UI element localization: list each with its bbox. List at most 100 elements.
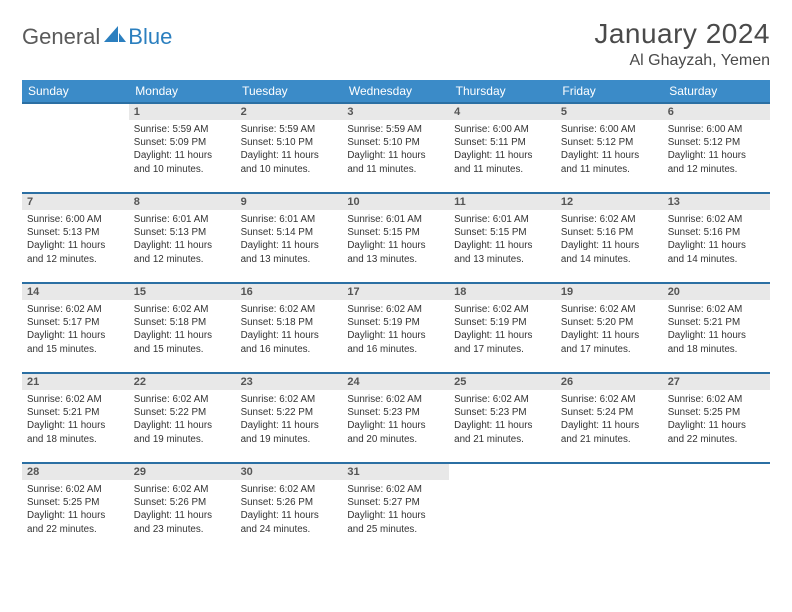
- day-cell: 28Sunrise: 6:02 AMSunset: 5:25 PMDayligh…: [22, 463, 129, 553]
- day-cell: 6Sunrise: 6:00 AMSunset: 5:12 PMDaylight…: [663, 103, 770, 193]
- day-details: Sunrise: 6:02 AMSunset: 5:26 PMDaylight:…: [129, 480, 236, 540]
- day-details: Sunrise: 6:02 AMSunset: 5:25 PMDaylight:…: [663, 390, 770, 450]
- day-details: Sunrise: 6:02 AMSunset: 5:21 PMDaylight:…: [663, 300, 770, 360]
- day-number: 23: [236, 374, 343, 390]
- day-cell: 4Sunrise: 6:00 AMSunset: 5:11 PMDaylight…: [449, 103, 556, 193]
- day-cell: 30Sunrise: 6:02 AMSunset: 5:26 PMDayligh…: [236, 463, 343, 553]
- day-details: Sunrise: 6:00 AMSunset: 5:13 PMDaylight:…: [22, 210, 129, 270]
- day-details: Sunrise: 6:02 AMSunset: 5:22 PMDaylight:…: [129, 390, 236, 450]
- calendar-body: 1Sunrise: 5:59 AMSunset: 5:09 PMDaylight…: [22, 103, 770, 553]
- day-details: Sunrise: 6:02 AMSunset: 5:20 PMDaylight:…: [556, 300, 663, 360]
- day-cell: 18Sunrise: 6:02 AMSunset: 5:19 PMDayligh…: [449, 283, 556, 373]
- week-row: 28Sunrise: 6:02 AMSunset: 5:25 PMDayligh…: [22, 463, 770, 553]
- day-details: Sunrise: 6:02 AMSunset: 5:22 PMDaylight:…: [236, 390, 343, 450]
- day-number: 28: [22, 464, 129, 480]
- day-cell: 17Sunrise: 6:02 AMSunset: 5:19 PMDayligh…: [342, 283, 449, 373]
- day-cell: 8Sunrise: 6:01 AMSunset: 5:13 PMDaylight…: [129, 193, 236, 283]
- day-cell: 3Sunrise: 5:59 AMSunset: 5:10 PMDaylight…: [342, 103, 449, 193]
- day-number: 29: [129, 464, 236, 480]
- day-cell: 2Sunrise: 5:59 AMSunset: 5:10 PMDaylight…: [236, 103, 343, 193]
- day-details: Sunrise: 6:02 AMSunset: 5:17 PMDaylight:…: [22, 300, 129, 360]
- weekday-header: Thursday: [449, 80, 556, 103]
- day-cell: 23Sunrise: 6:02 AMSunset: 5:22 PMDayligh…: [236, 373, 343, 463]
- day-details: Sunrise: 6:01 AMSunset: 5:15 PMDaylight:…: [449, 210, 556, 270]
- day-number: 2: [236, 104, 343, 120]
- day-cell: 25Sunrise: 6:02 AMSunset: 5:23 PMDayligh…: [449, 373, 556, 463]
- month-title: January 2024: [594, 18, 770, 50]
- weekday-header: Tuesday: [236, 80, 343, 103]
- day-details: Sunrise: 6:00 AMSunset: 5:11 PMDaylight:…: [449, 120, 556, 180]
- day-cell: [663, 463, 770, 553]
- day-number: 19: [556, 284, 663, 300]
- day-cell: 10Sunrise: 6:01 AMSunset: 5:15 PMDayligh…: [342, 193, 449, 283]
- day-cell: 12Sunrise: 6:02 AMSunset: 5:16 PMDayligh…: [556, 193, 663, 283]
- calendar-page: General Blue January 2024 Al Ghayzah, Ye…: [0, 0, 792, 563]
- day-number: 8: [129, 194, 236, 210]
- day-cell: [556, 463, 663, 553]
- day-details: Sunrise: 6:02 AMSunset: 5:16 PMDaylight:…: [663, 210, 770, 270]
- day-cell: 24Sunrise: 6:02 AMSunset: 5:23 PMDayligh…: [342, 373, 449, 463]
- day-number: 4: [449, 104, 556, 120]
- week-row: 14Sunrise: 6:02 AMSunset: 5:17 PMDayligh…: [22, 283, 770, 373]
- day-number: 3: [342, 104, 449, 120]
- day-details: Sunrise: 5:59 AMSunset: 5:10 PMDaylight:…: [342, 120, 449, 180]
- day-number: 27: [663, 374, 770, 390]
- day-cell: 27Sunrise: 6:02 AMSunset: 5:25 PMDayligh…: [663, 373, 770, 463]
- day-cell: 15Sunrise: 6:02 AMSunset: 5:18 PMDayligh…: [129, 283, 236, 373]
- day-number: 17: [342, 284, 449, 300]
- day-details: Sunrise: 6:02 AMSunset: 5:16 PMDaylight:…: [556, 210, 663, 270]
- day-cell: [449, 463, 556, 553]
- day-cell: 5Sunrise: 6:00 AMSunset: 5:12 PMDaylight…: [556, 103, 663, 193]
- logo-text-general: General: [22, 24, 100, 50]
- day-cell: 22Sunrise: 6:02 AMSunset: 5:22 PMDayligh…: [129, 373, 236, 463]
- day-number: 12: [556, 194, 663, 210]
- day-cell: 9Sunrise: 6:01 AMSunset: 5:14 PMDaylight…: [236, 193, 343, 283]
- day-cell: 14Sunrise: 6:02 AMSunset: 5:17 PMDayligh…: [22, 283, 129, 373]
- day-cell: [22, 103, 129, 193]
- week-row: 21Sunrise: 6:02 AMSunset: 5:21 PMDayligh…: [22, 373, 770, 463]
- day-cell: 16Sunrise: 6:02 AMSunset: 5:18 PMDayligh…: [236, 283, 343, 373]
- weekday-header-row: Sunday Monday Tuesday Wednesday Thursday…: [22, 80, 770, 103]
- location: Al Ghayzah, Yemen: [594, 52, 770, 70]
- day-details: Sunrise: 6:01 AMSunset: 5:15 PMDaylight:…: [342, 210, 449, 270]
- day-details: Sunrise: 6:02 AMSunset: 5:18 PMDaylight:…: [129, 300, 236, 360]
- day-cell: 21Sunrise: 6:02 AMSunset: 5:21 PMDayligh…: [22, 373, 129, 463]
- day-cell: 19Sunrise: 6:02 AMSunset: 5:20 PMDayligh…: [556, 283, 663, 373]
- day-number: 31: [342, 464, 449, 480]
- day-number: 1: [129, 104, 236, 120]
- day-cell: 11Sunrise: 6:01 AMSunset: 5:15 PMDayligh…: [449, 193, 556, 283]
- day-number: 24: [342, 374, 449, 390]
- day-number: 20: [663, 284, 770, 300]
- day-details: Sunrise: 6:00 AMSunset: 5:12 PMDaylight:…: [663, 120, 770, 180]
- day-number: 21: [22, 374, 129, 390]
- day-cell: 1Sunrise: 5:59 AMSunset: 5:09 PMDaylight…: [129, 103, 236, 193]
- logo-sail-icon: [104, 26, 126, 49]
- day-cell: 29Sunrise: 6:02 AMSunset: 5:26 PMDayligh…: [129, 463, 236, 553]
- calendar-table: Sunday Monday Tuesday Wednesday Thursday…: [22, 80, 770, 553]
- day-cell: 20Sunrise: 6:02 AMSunset: 5:21 PMDayligh…: [663, 283, 770, 373]
- day-details: Sunrise: 6:02 AMSunset: 5:18 PMDaylight:…: [236, 300, 343, 360]
- day-number: 9: [236, 194, 343, 210]
- day-details: Sunrise: 6:02 AMSunset: 5:26 PMDaylight:…: [236, 480, 343, 540]
- day-details: Sunrise: 6:02 AMSunset: 5:23 PMDaylight:…: [342, 390, 449, 450]
- weekday-header: Saturday: [663, 80, 770, 103]
- day-cell: 7Sunrise: 6:00 AMSunset: 5:13 PMDaylight…: [22, 193, 129, 283]
- title-block: January 2024 Al Ghayzah, Yemen: [594, 18, 770, 70]
- day-number: 16: [236, 284, 343, 300]
- logo: General Blue: [22, 18, 172, 50]
- day-cell: 13Sunrise: 6:02 AMSunset: 5:16 PMDayligh…: [663, 193, 770, 283]
- day-details: Sunrise: 6:01 AMSunset: 5:14 PMDaylight:…: [236, 210, 343, 270]
- day-number: 25: [449, 374, 556, 390]
- week-row: 1Sunrise: 5:59 AMSunset: 5:09 PMDaylight…: [22, 103, 770, 193]
- day-details: Sunrise: 6:02 AMSunset: 5:25 PMDaylight:…: [22, 480, 129, 540]
- weekday-header: Wednesday: [342, 80, 449, 103]
- day-details: Sunrise: 6:02 AMSunset: 5:27 PMDaylight:…: [342, 480, 449, 540]
- day-details: Sunrise: 6:02 AMSunset: 5:24 PMDaylight:…: [556, 390, 663, 450]
- weekday-header: Monday: [129, 80, 236, 103]
- day-details: Sunrise: 6:00 AMSunset: 5:12 PMDaylight:…: [556, 120, 663, 180]
- weekday-header: Sunday: [22, 80, 129, 103]
- day-number: 7: [22, 194, 129, 210]
- day-details: Sunrise: 6:02 AMSunset: 5:19 PMDaylight:…: [449, 300, 556, 360]
- day-details: Sunrise: 6:01 AMSunset: 5:13 PMDaylight:…: [129, 210, 236, 270]
- day-number: 11: [449, 194, 556, 210]
